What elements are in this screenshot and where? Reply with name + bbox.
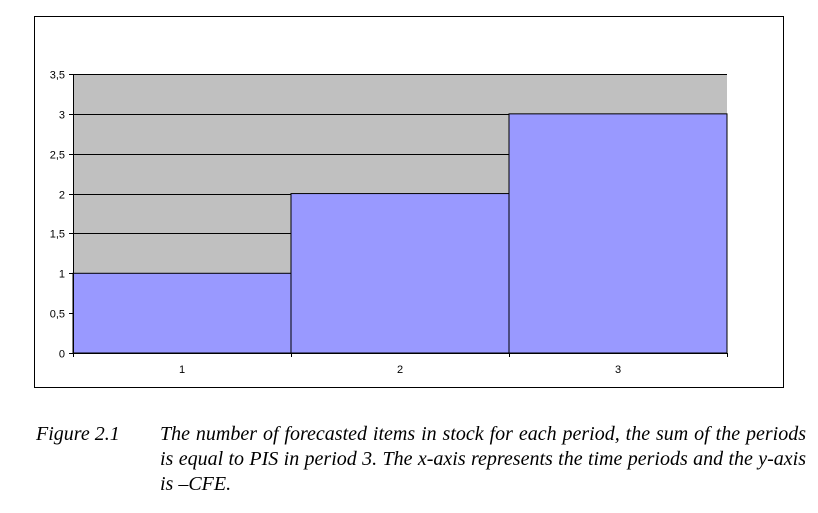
y-tick-label: 1,5 [50, 229, 65, 241]
bar [508, 113, 728, 354]
figure-caption: Figure 2.1 The number of forecasted item… [36, 422, 806, 497]
y-tick-label: 2 [59, 190, 65, 202]
y-tick-label: 0 [59, 349, 65, 361]
y-tick-label: 3 [59, 110, 65, 122]
x-tick-label: 1 [179, 364, 185, 376]
chart-frame: 0 0,5 1 1,5 2 2,5 3 3,5 1 2 3 [34, 16, 784, 388]
y-tick-label: 1 [59, 269, 65, 281]
y-tick-label: 3,5 [50, 70, 65, 82]
bar [290, 193, 510, 354]
caption-text: The number of forecasted items in stock … [160, 423, 806, 495]
bar [72, 272, 292, 354]
y-tick-label: 0,5 [50, 309, 65, 321]
x-tick-label: 3 [615, 364, 621, 376]
y-tick-label: 2,5 [50, 150, 65, 162]
bar-chart: 0 0,5 1 1,5 2 2,5 3 3,5 1 2 3 [50, 70, 728, 376]
caption-label: Figure 2.1 [36, 423, 120, 445]
x-tick-label: 2 [397, 364, 403, 376]
